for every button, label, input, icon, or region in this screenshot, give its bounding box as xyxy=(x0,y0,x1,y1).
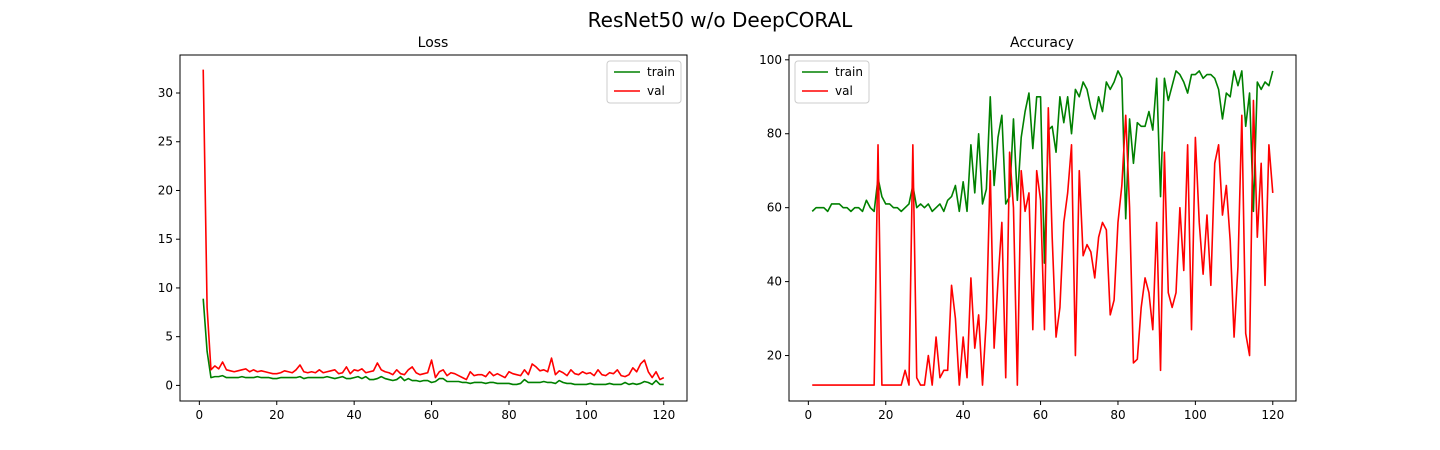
loss-x-tick-label: 20 xyxy=(269,408,284,422)
loss-x-tick-label: 60 xyxy=(424,408,439,422)
accuracy-y-tick-label: 100 xyxy=(759,53,782,67)
loss-legend-label-val: val xyxy=(647,84,665,98)
loss-y-tick-label: 0 xyxy=(165,378,173,392)
accuracy-x-tick-label: 0 xyxy=(805,408,813,422)
loss-legend-label-train: train xyxy=(647,65,675,79)
loss-legend: train val xyxy=(606,60,682,104)
accuracy-y-tick-label: 80 xyxy=(767,127,782,141)
loss-train-line xyxy=(202,298,664,386)
accuracy-x-tick-label: 80 xyxy=(1110,408,1125,422)
accuracy-y-tick-label: 60 xyxy=(767,201,782,215)
accuracy-axes-frame xyxy=(788,54,1297,402)
loss-y-tick-label: 30 xyxy=(158,86,173,100)
accuracy-x-tick-label: 100 xyxy=(1184,408,1207,422)
accuracy-chart-title: Accuracy xyxy=(1010,35,1074,51)
accuracy-x-tick-label: 60 xyxy=(1033,408,1048,422)
accuracy-x-tick-label: 40 xyxy=(956,408,971,422)
accuracy-x-tick-label: 120 xyxy=(1261,408,1284,422)
accuracy-subplot: Accuracy 0 20 40 60 80 100 120 20 40 60 80 100 train… xyxy=(759,35,1297,422)
loss-x-tick-label: 0 xyxy=(196,408,204,422)
loss-x-tick-label: 80 xyxy=(501,408,516,422)
loss-val-line xyxy=(202,69,665,381)
accuracy-legend-label-val: val xyxy=(835,84,853,98)
loss-chart-title: Loss xyxy=(418,35,449,51)
figure-title: ResNet50 w/o DeepCORAL xyxy=(588,8,854,32)
loss-y-tick-label: 20 xyxy=(158,183,173,197)
accuracy-y-tick-label: 40 xyxy=(767,275,782,289)
loss-x-tick-label: 120 xyxy=(652,408,675,422)
accuracy-train-line xyxy=(811,70,1274,264)
loss-x-tick-label: 100 xyxy=(575,408,598,422)
loss-subplot: Loss 0 20 40 60 80 100 120 0 5 10 15 20 25 30 train val xyxy=(158,35,688,422)
accuracy-x-tick-label: 20 xyxy=(878,408,893,422)
loss-y-tick-label: 25 xyxy=(158,135,173,149)
loss-y-tick-label: 10 xyxy=(158,281,173,295)
accuracy-legend: train val xyxy=(794,60,870,104)
accuracy-y-tick-label: 20 xyxy=(767,349,782,363)
accuracy-val-line xyxy=(812,99,1274,386)
loss-y-tick-label: 5 xyxy=(165,330,173,344)
loss-x-tick-label: 40 xyxy=(347,408,362,422)
loss-y-tick-label: 15 xyxy=(158,232,173,246)
accuracy-legend-label-train: train xyxy=(835,65,863,79)
loss-axes-frame xyxy=(179,54,688,402)
